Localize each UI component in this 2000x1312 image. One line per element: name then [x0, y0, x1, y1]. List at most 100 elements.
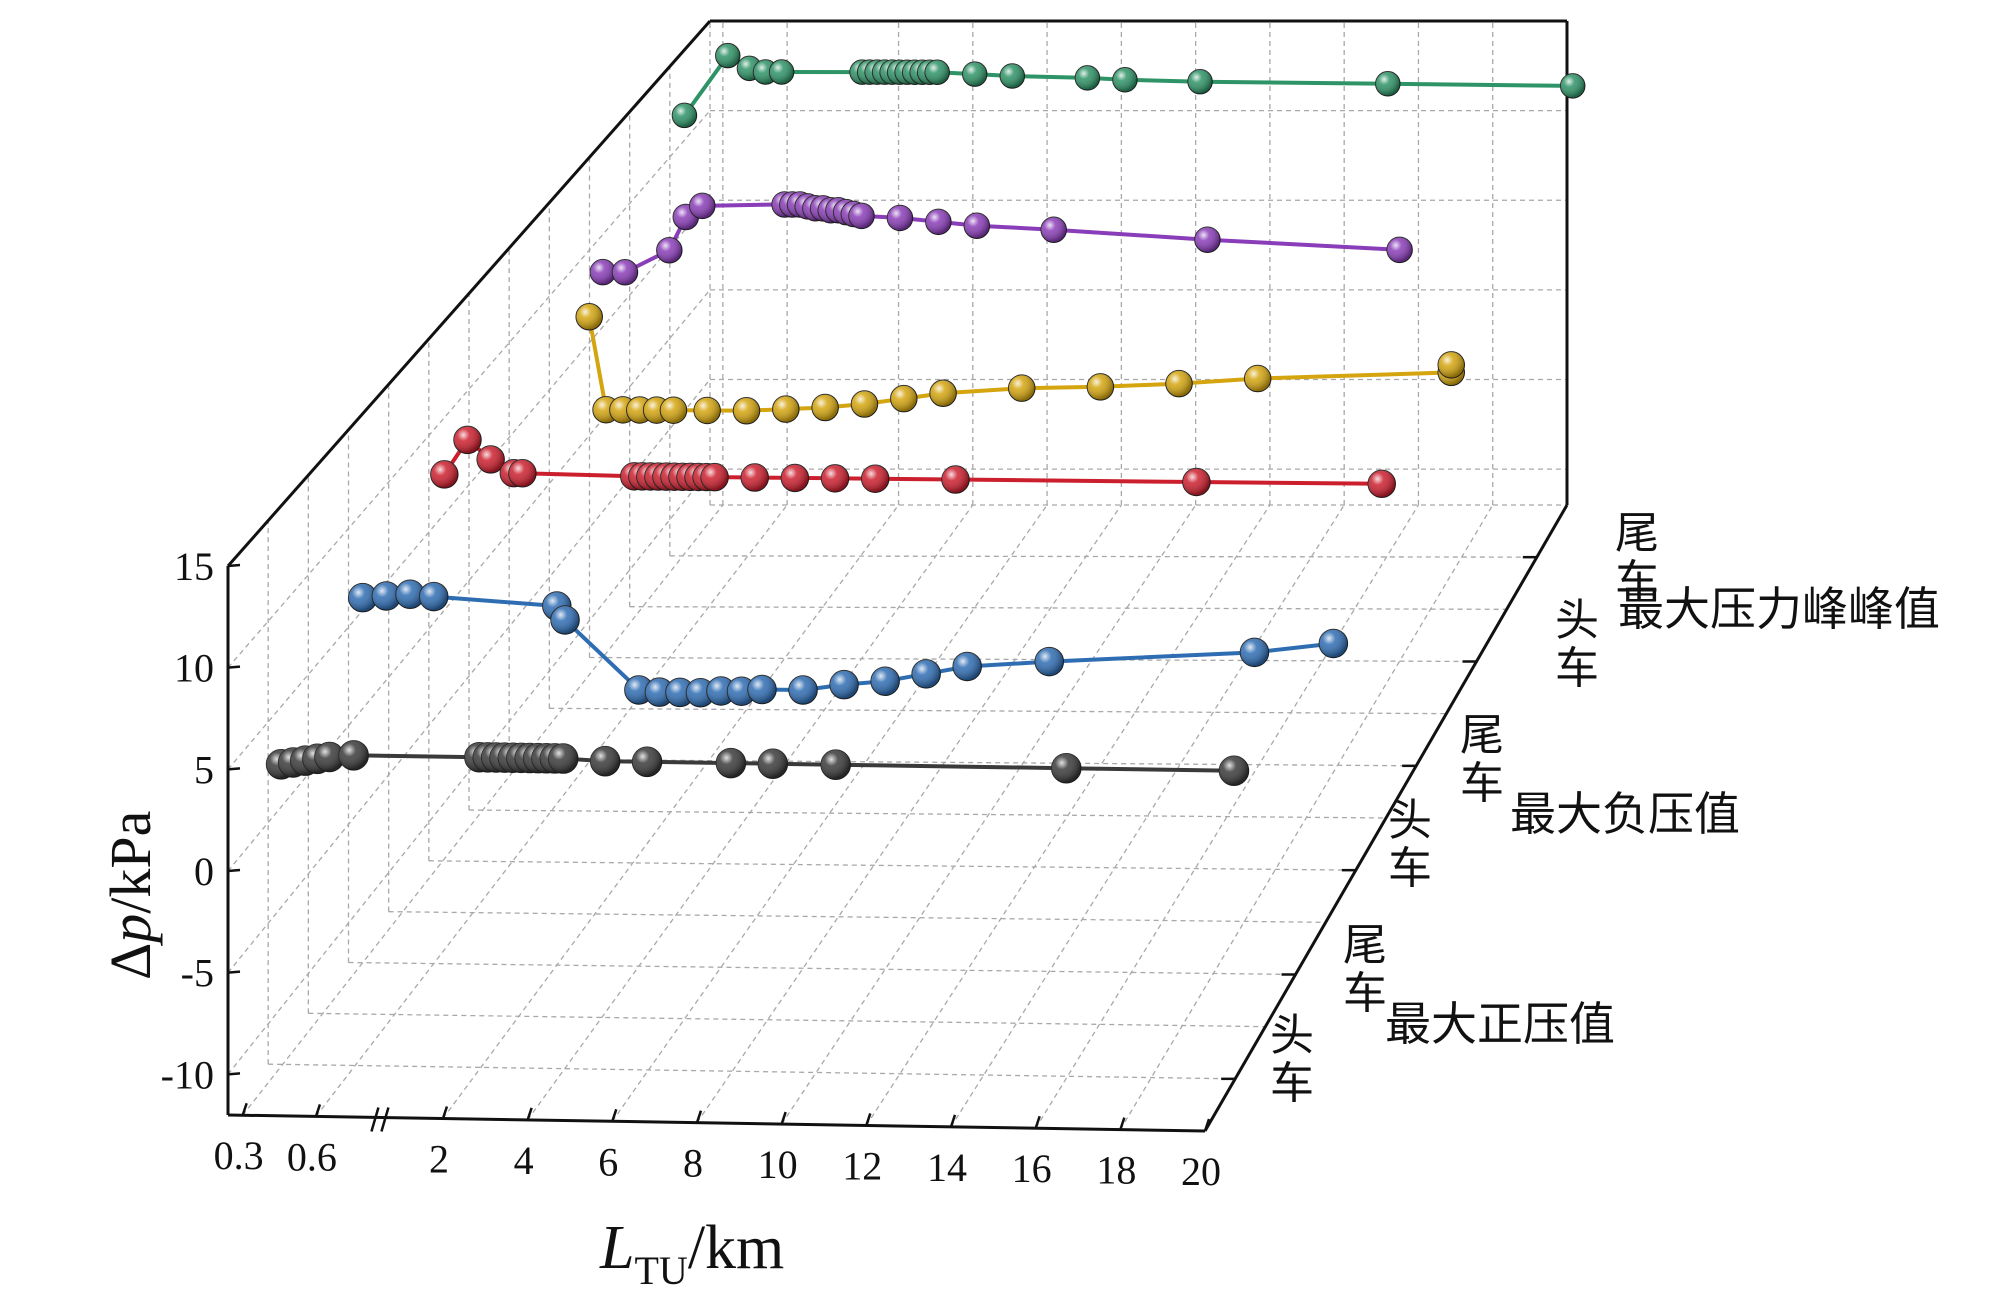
depth-axis-line [1203, 504, 1569, 1132]
data-point-shine [338, 740, 369, 771]
data-point-shine [924, 59, 950, 85]
y-tick [227, 868, 241, 873]
data-point-shine [848, 203, 875, 229]
data-point [547, 743, 579, 774]
x-axis-line [227, 1113, 1206, 1133]
data-point-shine [548, 743, 578, 774]
data-point-shine [550, 605, 580, 635]
series [671, 42, 1586, 129]
data-point [820, 464, 850, 493]
data-point [418, 581, 449, 612]
axis-ticks: 15 10 5 0 -5 -100.3 0.6 2 4 6 8 10 12 14 16 18 20 [161, 544, 1537, 1194]
data-point-shine [1051, 753, 1082, 783]
data-point [1559, 73, 1586, 99]
data-point-shine [372, 581, 401, 611]
x-tick-label: 18 [1096, 1148, 1136, 1193]
x-tick [611, 1108, 618, 1122]
x-tick-label: 14 [927, 1145, 967, 1190]
data-point-shine [1560, 73, 1585, 99]
x-tick [526, 1107, 533, 1121]
data-point-shine [476, 445, 505, 474]
data-point [631, 746, 663, 778]
data-point-shine [1075, 65, 1100, 91]
data-point [476, 445, 505, 474]
x-tick-label: 12 [842, 1143, 882, 1188]
y-tick-label: 15 [174, 544, 214, 589]
data-point [929, 379, 957, 408]
data-point [1086, 373, 1115, 401]
data-point-shine [964, 212, 990, 239]
data-point [740, 463, 769, 492]
z-label-head-char: 头 [1270, 1010, 1314, 1061]
data-point-shine [453, 426, 482, 454]
grid-floor-x [669, 555, 1537, 558]
data-point-shine [781, 464, 809, 492]
x-tick-label: 2 [429, 1137, 449, 1182]
data-point [671, 102, 698, 129]
series [347, 579, 1349, 708]
data-point [700, 462, 729, 492]
data-point-shine [952, 652, 982, 681]
data-point [925, 208, 952, 236]
data-point [1007, 374, 1036, 402]
data-point [848, 202, 875, 230]
data-point [338, 740, 369, 771]
box-frame [226, 19, 1569, 1133]
data-point [659, 396, 688, 424]
data-point-shine [1386, 237, 1413, 263]
z-label-head-char: 车 [1270, 1058, 1314, 1109]
data-point [508, 459, 537, 488]
z-label-head-char: 车 [1555, 643, 1599, 694]
z-label-tail: 尾车 [1343, 920, 1387, 1019]
y-tick-label: 0 [194, 849, 214, 894]
x-tick-label: 10 [758, 1142, 798, 1187]
data-point-shine [1165, 370, 1193, 397]
data-point [1386, 236, 1413, 264]
series [575, 303, 1466, 425]
data-point [693, 396, 721, 425]
x-axis-title-var: L [599, 1214, 634, 1282]
data-point-shine [665, 678, 695, 707]
data-point-shine [733, 397, 760, 425]
data-point [732, 396, 761, 425]
data-point [772, 395, 800, 423]
data-point [1218, 755, 1250, 787]
data-point-shine [700, 463, 729, 491]
data-point [665, 677, 695, 708]
data-point-shine [1008, 374, 1036, 402]
data-point-shine [706, 676, 736, 706]
grid-floor-x [509, 758, 1417, 767]
data-point-shine [941, 465, 970, 494]
z-label-tail-char: 车 [1460, 758, 1504, 809]
data-series [265, 42, 1586, 787]
data-point-shine [590, 259, 616, 285]
z-label-head-char: 头 [1388, 795, 1432, 846]
grid-floor-x [308, 1012, 1266, 1028]
grid-floor-x [388, 911, 1326, 923]
data-point-shine [1040, 216, 1067, 243]
grid-floor-depth [781, 504, 1197, 1125]
x-tick [949, 1114, 957, 1128]
grid-floor-depth [1035, 504, 1420, 1129]
x-axis-title-unit: /km [688, 1214, 784, 1282]
grid-floor-x [428, 860, 1356, 871]
x-tick-label: 0.6 [287, 1134, 337, 1179]
data-point [780, 463, 810, 493]
data-point-shine [419, 582, 448, 611]
x-tick [314, 1104, 322, 1117]
data-point-shine [811, 394, 839, 421]
data-point-shine [929, 379, 957, 407]
series-line [280, 753, 1235, 773]
data-point [886, 204, 914, 232]
data-point [757, 748, 789, 779]
data-point [1182, 467, 1211, 497]
data-point [860, 464, 890, 493]
x-tick [441, 1106, 449, 1119]
y-tick [227, 563, 241, 568]
data-point-shine [656, 237, 683, 263]
data-point [1040, 216, 1067, 243]
data-point [1194, 226, 1221, 253]
grid-left-y [227, 110, 711, 669]
grid-floor-x [629, 606, 1507, 610]
data-point [1187, 68, 1213, 95]
